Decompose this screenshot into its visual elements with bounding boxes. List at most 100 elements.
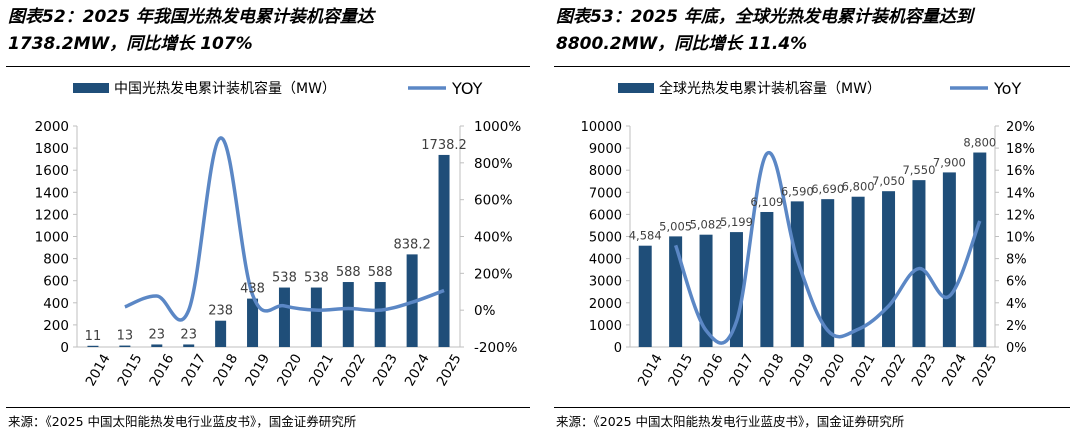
- x-tick-label: 2015: [665, 351, 696, 389]
- x-tick-label: 2022: [878, 351, 909, 389]
- y-tick-left-label: 1000: [35, 230, 69, 246]
- bar-data-label: 588: [368, 265, 393, 280]
- y-tick-right-label: 18%: [1006, 142, 1035, 157]
- x-tick-label: 2024: [939, 351, 970, 389]
- y-tick-right-label: 0%: [1006, 341, 1027, 356]
- bar-data-label: 538: [304, 271, 329, 286]
- y-tick-left-label: 0: [60, 340, 69, 356]
- bar: [247, 298, 259, 347]
- bar: [942, 172, 956, 347]
- bar-data-label: 238: [208, 304, 233, 319]
- y-tick-left-label: 200: [43, 318, 69, 334]
- chart-title: 图表52：2025 年我国光热发电累计装机容量达 1738.2MW，同比增长 1…: [8, 4, 374, 58]
- x-tick-label: 2020: [817, 351, 848, 389]
- x-tick-label: 2014: [635, 351, 666, 389]
- y-tick-right-label: 12%: [1006, 208, 1035, 223]
- bar: [151, 344, 163, 347]
- y-tick-left-label: 4000: [589, 253, 622, 268]
- legend-bar-label: 全球光热发电累计装机容量（MW）: [659, 80, 881, 97]
- bar: [973, 152, 987, 347]
- y-tick-left-label: 1800: [35, 141, 69, 157]
- source-divider: [554, 407, 1070, 408]
- y-tick-left-label: 1000: [589, 319, 622, 334]
- x-tick-label: 2023: [909, 351, 940, 389]
- y-tick-left-label: 2000: [35, 119, 69, 135]
- y-tick-right-label: 6%: [1006, 275, 1027, 290]
- chart-panel-left: 图表52：2025 年我国光热发电累计装机容量达 1738.2MW，同比增长 1…: [6, 4, 530, 429]
- x-tick-label: 2019: [242, 351, 273, 389]
- x-tick-label: 2019: [787, 351, 818, 389]
- chart-area: 中国光热发电累计装机容量（MW） YOY 0 200 400 600 800 1000 1200…: [35, 79, 522, 389]
- bar: [342, 282, 354, 347]
- legend-line-label: YoY: [993, 79, 1021, 98]
- x-tick-label: 2021: [848, 351, 879, 389]
- bar: [851, 196, 865, 347]
- bar: [638, 245, 652, 347]
- y-tick-right-label: 4%: [1006, 297, 1027, 312]
- y-tick-left-label: 9000: [589, 142, 622, 157]
- y-tick-right-label: 800%: [474, 156, 513, 172]
- x-tick-label: 2018: [210, 351, 241, 389]
- bar-data-label: 6,800: [842, 180, 875, 194]
- source-note: 来源：《2025 中国太阳能热发电行业蓝皮书》，国金证券研究所: [556, 414, 905, 429]
- bar-data-label: 6,690: [811, 182, 844, 196]
- bar-data-label: 838.2: [394, 237, 431, 252]
- bar-data-label: 7,550: [902, 163, 935, 177]
- legend-bar-swatch: [73, 83, 109, 93]
- y-tick-right-label: 200%: [474, 266, 513, 282]
- bar-data-label: 6,109: [750, 195, 783, 209]
- bar: [374, 282, 386, 347]
- chart-title-line-2: 1738.2MW，同比增长 107%: [8, 34, 253, 54]
- bar: [821, 199, 835, 347]
- bar-data-label: 588: [336, 265, 361, 280]
- bar: [183, 344, 195, 347]
- bar: [669, 236, 683, 347]
- bar: [119, 345, 131, 347]
- y-tick-right-label: -200%: [474, 340, 518, 356]
- y-tick-right-label: 10%: [1006, 231, 1035, 246]
- source-note: 来源：《2025 中国太阳能热发电行业蓝皮书》，国金证券研究所: [8, 414, 357, 429]
- x-tick-label: 2021: [306, 351, 337, 389]
- bar: [215, 320, 227, 347]
- y-tick-left-label: 5000: [589, 231, 622, 246]
- y-tick-left-label: 6000: [589, 208, 622, 223]
- bar-data-label: 5,005: [659, 219, 692, 233]
- y-tick-left-label: 3000: [589, 275, 622, 290]
- y-tick-right-label: 2%: [1006, 319, 1027, 334]
- source-divider: [6, 407, 530, 408]
- bar: [278, 287, 290, 347]
- bar: [760, 211, 774, 347]
- bar-data-label: 1738.2: [421, 138, 467, 153]
- x-tick-label: 2015: [114, 351, 145, 389]
- y-tick-left-label: 400: [43, 296, 69, 312]
- legend-bar-label: 中国光热发电累计装机容量（MW）: [114, 80, 336, 97]
- legend-line-label: YOY: [451, 79, 483, 98]
- y-tick-left-label: 1200: [35, 207, 69, 223]
- x-tick-label: 2024: [402, 351, 433, 389]
- x-tick-label: 2017: [178, 351, 209, 389]
- bar-data-label: 7,900: [933, 155, 966, 169]
- bar: [882, 191, 896, 347]
- y-tick-left-label: 600: [43, 274, 69, 290]
- bar-data-label: 538: [272, 271, 297, 286]
- title-divider: [554, 66, 1070, 67]
- chart-title-line-2: 8800.2MW，同比增长 11.4%: [556, 34, 808, 54]
- bar-data-label: 5,082: [690, 218, 723, 232]
- bar-data-label: 23: [180, 327, 197, 342]
- y-tick-left-label: 0: [614, 341, 622, 356]
- x-tick-label: 2023: [370, 351, 401, 389]
- x-tick-label: 2016: [146, 351, 177, 389]
- bar: [729, 232, 743, 347]
- legend-bar-swatch: [618, 83, 654, 93]
- bar-data-label: 11: [85, 329, 102, 344]
- chart-title: 图表53：2025 年底，全球光热发电累计装机容量达到 8800.2MW，同比增…: [556, 4, 973, 58]
- bar-data-label: 4,584: [629, 229, 662, 243]
- y-tick-right-label: 16%: [1006, 164, 1035, 179]
- y-tick-left-label: 800: [43, 252, 69, 268]
- x-tick-label: 2017: [726, 351, 757, 389]
- chart-title-line-1: 图表53：2025 年底，全球光热发电累计装机容量达到: [556, 7, 973, 27]
- y-tick-right-label: 14%: [1006, 186, 1035, 201]
- title-divider: [6, 66, 530, 67]
- bar-data-label: 8,800: [963, 136, 996, 150]
- bar-data-label: 438: [240, 282, 265, 297]
